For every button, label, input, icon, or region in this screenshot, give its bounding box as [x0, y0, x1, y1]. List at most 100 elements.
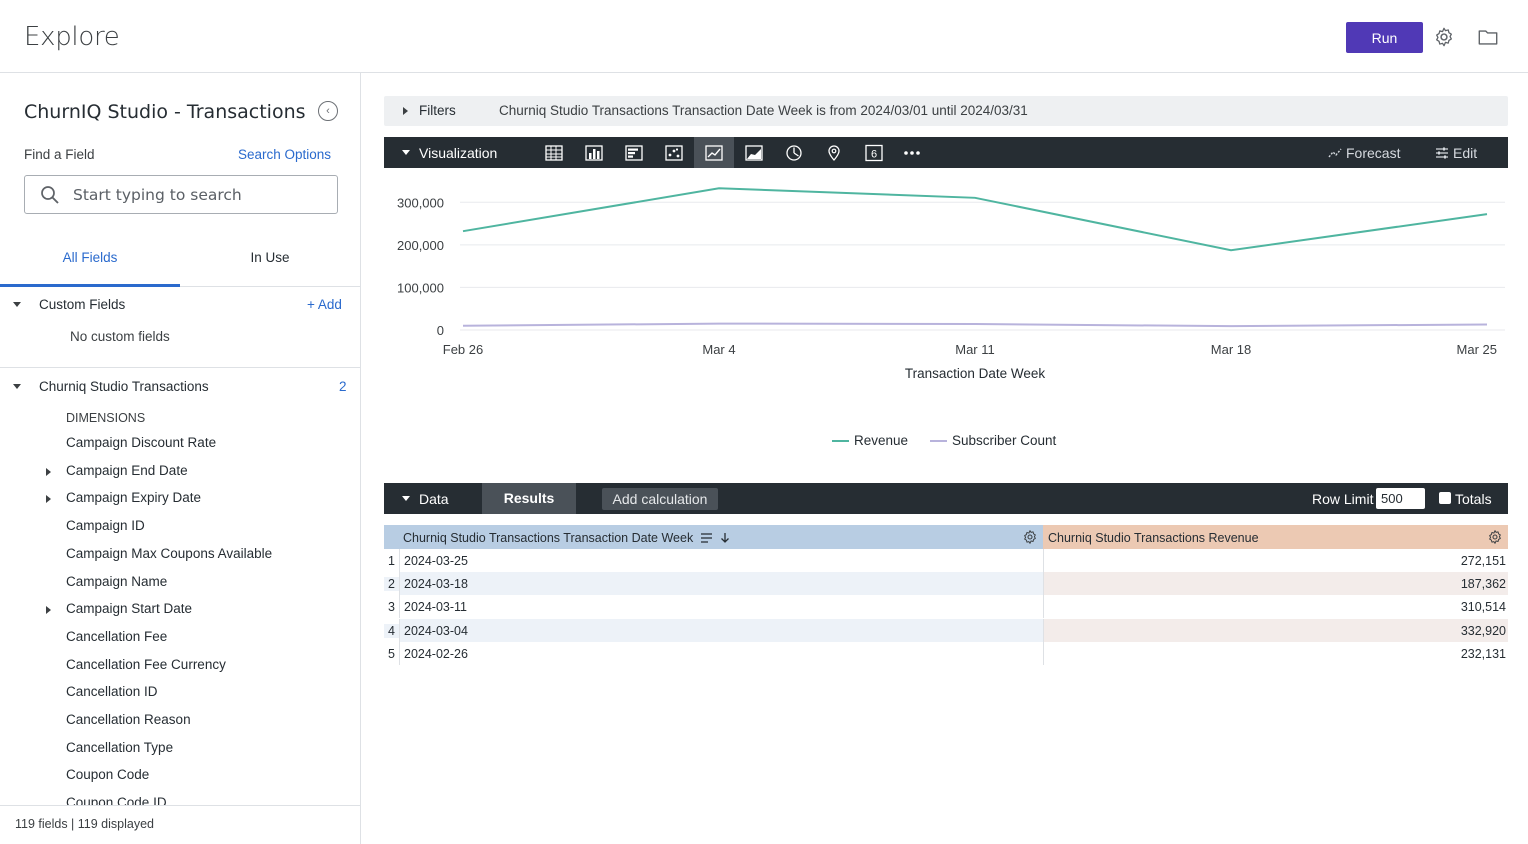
edit-label: Edit	[1453, 145, 1478, 161]
chevron-down-icon[interactable]	[13, 302, 21, 307]
column-header-week[interactable]: Churniq Studio Transactions Transaction …	[399, 525, 1043, 549]
row-limit-label: Row Limit	[1312, 491, 1374, 507]
series-line-1	[462, 322, 1488, 328]
legend-label: Revenue	[854, 433, 908, 448]
no-custom-fields-text: No custom fields	[70, 329, 170, 344]
chevron-right-icon[interactable]	[403, 107, 408, 115]
table-row: 2 2024-03-18 187,362	[384, 572, 1508, 596]
chevron-right-icon[interactable]	[46, 467, 51, 476]
column-gear-icon[interactable]	[1022, 529, 1038, 545]
field-item[interactable]: Campaign Max Coupons Available	[66, 545, 273, 561]
column-header-revenue-label: Churniq Studio Transactions Revenue	[1048, 531, 1259, 545]
field-tabs: All Fields In Use	[0, 243, 361, 287]
cell-week[interactable]: 2024-03-11	[399, 595, 1043, 619]
view-label[interactable]: Churniq Studio Transactions	[39, 379, 209, 394]
cell-revenue[interactable]: 332,920	[1043, 618, 1508, 642]
field-item[interactable]: Cancellation Fee	[66, 628, 168, 644]
map-pin-icon[interactable]	[814, 137, 854, 168]
single-value-icon[interactable]: 6	[854, 137, 894, 168]
forecast-label: Forecast	[1346, 145, 1401, 161]
chevron-down-icon[interactable]	[13, 384, 21, 389]
x-axis-title: Transaction Date Week	[905, 366, 1046, 381]
custom-fields-label[interactable]: Custom Fields	[39, 297, 126, 312]
tab-all-fields[interactable]: All Fields	[0, 243, 180, 287]
scatter-icon[interactable]	[654, 137, 694, 168]
field-search-box[interactable]	[24, 175, 338, 214]
folder-icon[interactable]	[1477, 26, 1499, 48]
line-chart-icon[interactable]	[694, 137, 734, 168]
series-line-0	[462, 187, 1488, 252]
cell-week[interactable]: 2024-03-18	[399, 572, 1043, 596]
cell-revenue[interactable]: 187,362	[1043, 572, 1508, 596]
column-header-revenue[interactable]: Churniq Studio Transactions Revenue	[1043, 525, 1508, 549]
table-row: 4 2024-03-04 332,920	[384, 618, 1508, 642]
field-item[interactable]: Cancellation ID	[66, 684, 158, 700]
chevron-right-icon[interactable]	[46, 495, 51, 504]
sort-desc-icon[interactable]	[720, 532, 730, 543]
x-tick-label: Feb 26	[443, 342, 483, 357]
line-chart: 0 100,000 200,000 300,000 Feb 26 Mar 4 Mar 11 M…	[397, 187, 1505, 448]
field-item[interactable]: Campaign Start Date	[66, 601, 193, 617]
add-custom-field-button[interactable]: + Add	[307, 297, 342, 312]
cell-revenue[interactable]: 272,151	[1043, 549, 1508, 572]
edit-viz-button[interactable]: Edit	[1435, 145, 1477, 161]
table-icon[interactable]	[534, 137, 574, 168]
filters-bar[interactable]: Filters Churniq Studio Transactions Tran…	[384, 96, 1508, 126]
forecast-icon	[1328, 148, 1342, 158]
data-bar: Data Results Add calculation Row Limit T…	[384, 483, 1508, 514]
pivot-icon[interactable]	[700, 533, 714, 543]
bar-chart-icon[interactable]	[614, 137, 654, 168]
tab-results[interactable]: Results	[482, 483, 576, 514]
totals-checkbox[interactable]	[1439, 492, 1451, 504]
field-item[interactable]: Campaign ID	[66, 518, 145, 534]
dimensions-group-label: DIMENSIONS	[66, 411, 146, 425]
cell-week[interactable]: 2024-03-04	[399, 618, 1043, 642]
column-gear-icon[interactable]	[1487, 529, 1503, 545]
field-search-input[interactable]	[73, 185, 323, 205]
tab-in-use[interactable]: In Use	[250, 250, 290, 265]
field-item[interactable]: Campaign Name	[66, 573, 168, 589]
cell-revenue[interactable]: 232,131	[1043, 641, 1508, 665]
table-row: 1 2024-03-25 272,151	[384, 549, 1508, 572]
field-item[interactable]: Cancellation Reason	[66, 712, 191, 727]
cell-week[interactable]: 2024-02-26	[399, 641, 1043, 665]
data-label[interactable]: Data	[419, 491, 449, 507]
chevron-down-icon[interactable]	[402, 496, 410, 501]
search-options-link[interactable]: Search Options	[238, 147, 332, 162]
field-item[interactable]: Cancellation Fee Currency	[66, 656, 226, 672]
field-picker-sidebar: ChurnIQ Studio - Transactions ‹ Find a F…	[0, 73, 361, 844]
cell-week[interactable]: 2024-03-25	[399, 549, 1043, 572]
totals-label: Totals	[1455, 491, 1492, 507]
run-button[interactable]: Run	[1346, 22, 1423, 53]
pie-chart-icon[interactable]	[774, 137, 814, 168]
row-index: 3	[388, 600, 395, 615]
row-limit-input[interactable]	[1376, 488, 1425, 509]
column-header-week-label: Churniq Studio Transactions Transaction …	[403, 531, 694, 545]
field-item[interactable]: Campaign End Date	[66, 462, 188, 478]
chevron-right-icon[interactable]	[46, 606, 51, 615]
field-item[interactable]: Coupon Code	[66, 767, 150, 783]
chevron-down-icon[interactable]	[402, 150, 410, 155]
cell-revenue[interactable]: 310,514	[1043, 595, 1508, 619]
row-index: 5	[388, 646, 395, 661]
visualization-label[interactable]: Visualization	[419, 145, 498, 161]
area-chart-icon[interactable]	[734, 137, 774, 168]
column-chart-icon[interactable]	[574, 137, 614, 168]
field-item[interactable]: Campaign Discount Rate	[66, 435, 217, 450]
y-tick-label: 0	[437, 323, 444, 338]
table-row: 5 2024-02-26 232,131	[384, 641, 1508, 665]
visualization-bar: Visualization 6 Forecast Edit	[384, 137, 1508, 168]
field-item[interactable]: Coupon Code ID	[66, 795, 167, 805]
row-index-header	[384, 525, 399, 549]
forecast-button[interactable]: Forecast	[1328, 145, 1400, 161]
field-item[interactable]: Cancellation Type	[66, 739, 174, 755]
gear-icon[interactable]	[1433, 26, 1455, 48]
add-calculation-button[interactable]: Add calculation	[602, 488, 718, 510]
page-title: Explore	[24, 22, 120, 52]
filters-label[interactable]: Filters	[419, 103, 456, 118]
more-icon[interactable]	[894, 137, 930, 168]
y-tick-label: 100,000	[397, 280, 444, 295]
field-item[interactable]: Campaign Expiry Date	[66, 490, 202, 506]
collapse-sidebar-icon[interactable]: ‹	[318, 101, 338, 121]
search-icon	[41, 186, 59, 204]
